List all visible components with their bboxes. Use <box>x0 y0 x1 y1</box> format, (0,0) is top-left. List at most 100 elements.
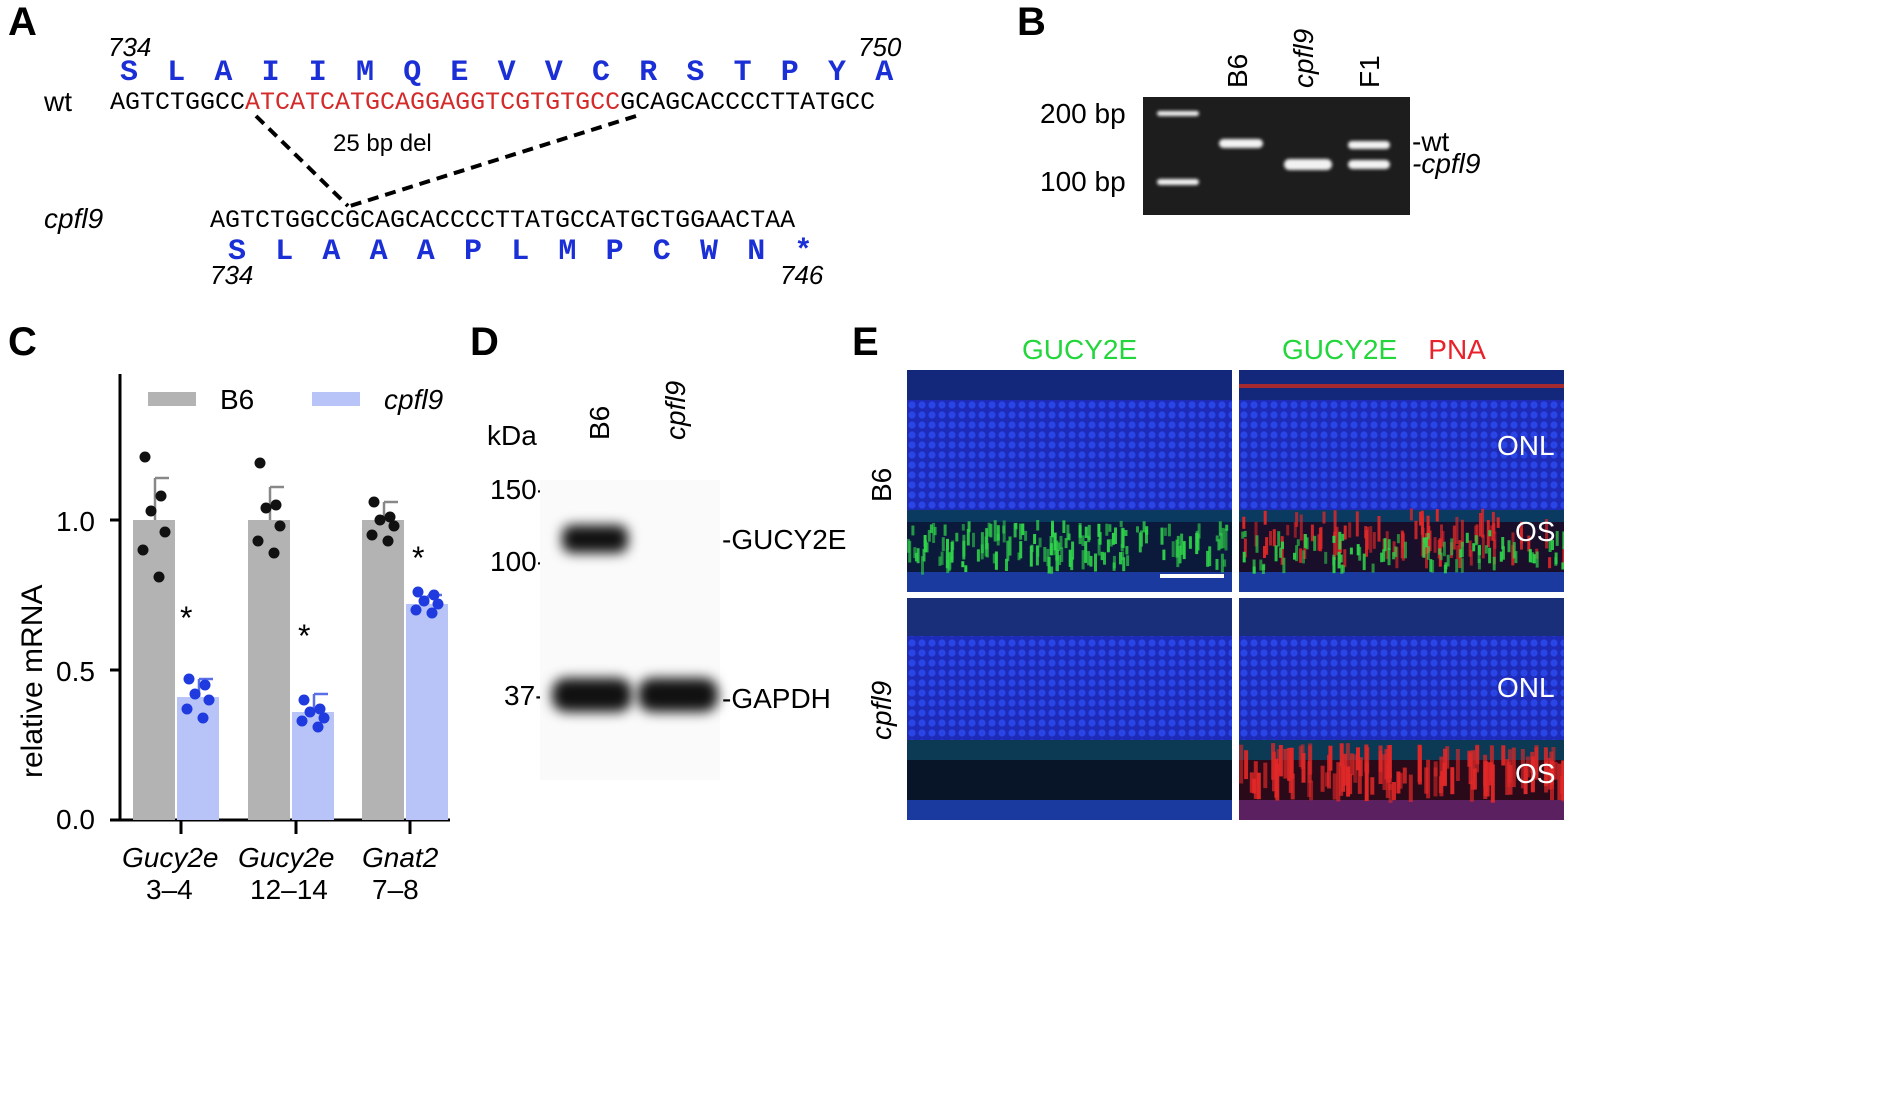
mutant-aa-residue: A <box>416 235 435 269</box>
fluorescence-signal <box>1008 536 1012 556</box>
data-point <box>137 544 149 556</box>
fluorescence-signal <box>980 532 984 554</box>
fluorescence-signal <box>1097 523 1101 537</box>
fluorescence-signal <box>1562 531 1564 549</box>
wt-aa-residue: C <box>592 56 611 90</box>
mutant-aa-residue: L <box>275 235 294 269</box>
fluorescence-signal <box>1105 523 1109 536</box>
y-tick-0: 0.0 <box>56 804 95 835</box>
fluorescence-signal <box>1017 552 1021 561</box>
fluorescence-signal <box>1046 548 1050 567</box>
bar-B6-0 <box>133 520 175 820</box>
fluorescence-signal <box>1467 750 1472 767</box>
fluorescence-signal <box>941 537 945 552</box>
fluorescence-signal <box>1299 548 1303 563</box>
layer-label-onl: ONL <box>1497 672 1555 703</box>
wt-label: wt <box>44 86 72 117</box>
fluorescence-signal <box>1303 534 1307 548</box>
bar-B6-2 <box>362 520 404 820</box>
fluorescence-signal <box>1217 539 1221 551</box>
fluorescence-signal <box>908 540 912 563</box>
fluorescence-signal <box>1043 547 1047 562</box>
data-point <box>139 451 151 463</box>
fluorescence-signal <box>1544 761 1549 793</box>
mutant-aa-residue: N <box>747 235 766 269</box>
aa-start-number-bottom: 734 <box>210 260 254 290</box>
fluorescence-signal <box>1474 535 1478 546</box>
data-point <box>318 712 330 724</box>
data-point <box>145 505 157 517</box>
fluorescence-signal <box>1445 746 1450 769</box>
fluorescence-signal <box>1417 745 1422 785</box>
fluorescence-signal <box>1484 545 1488 554</box>
fluorescence-signal <box>1392 541 1396 556</box>
fluorescence-signal <box>1108 524 1112 532</box>
data-point <box>368 496 380 508</box>
lane-label-cpfl9: cpfl9 <box>660 380 691 440</box>
fluorescence-signal <box>1006 540 1010 562</box>
fluorescence-signal <box>1408 774 1413 802</box>
fluorescence-signal <box>1348 522 1352 538</box>
fluorescence-signal <box>1244 750 1249 780</box>
fluorescence-signal <box>1385 531 1389 560</box>
fluorescence-signal <box>1176 545 1180 568</box>
mutant-aa-residue: P <box>464 235 483 269</box>
fluorescence-signal <box>1527 535 1531 552</box>
fluorescence-signal <box>1511 747 1516 788</box>
fluorescence-signal <box>1396 771 1401 794</box>
fluorescence-signal <box>966 529 970 546</box>
fluorescence-signal <box>1401 532 1405 549</box>
data-point <box>432 598 444 610</box>
fluorescence-signal <box>1269 531 1272 546</box>
fluorescence-signal <box>1332 773 1337 800</box>
wt-seq-post: GCAGCACCCCTTATGCC <box>620 88 876 117</box>
fluorescence-signal <box>1547 757 1552 777</box>
fluorescence-signal <box>1492 523 1496 534</box>
wt-aa-residue: A <box>214 56 233 90</box>
fluorescence-signal <box>1029 545 1033 567</box>
fluorescence-signal <box>1425 546 1428 569</box>
significance-mark-1: * <box>180 600 193 636</box>
fluorescence-signal <box>1049 543 1053 556</box>
fluorescence-signal <box>1188 536 1192 549</box>
image-cpfl9-merge: ONL OS <box>1239 598 1564 820</box>
fluorescence-signal <box>1386 745 1391 783</box>
fluorescence-signal <box>1424 537 1428 548</box>
fluorescence-signal <box>989 523 993 538</box>
x-label-exons-1: 3–4 <box>146 874 193 905</box>
fluorescence-signal <box>1460 519 1464 547</box>
fluorescence-signal <box>1378 745 1383 773</box>
fluorescence-signal <box>1122 557 1126 572</box>
fluorescence-signal <box>1255 535 1259 553</box>
fluorescence-signal <box>1340 564 1344 574</box>
fluorescence-signal <box>933 526 937 536</box>
bar-chart <box>110 374 450 834</box>
fluorescence-signal <box>1492 539 1496 565</box>
data-point <box>155 490 167 502</box>
fluorescence-signal <box>1333 510 1337 538</box>
data-point <box>412 586 424 598</box>
fluorescence-signal <box>916 548 920 564</box>
fluorescence-signal <box>1064 538 1068 549</box>
fluorescence-signal <box>972 532 975 548</box>
fluorescence-signal <box>1274 758 1279 798</box>
fluorescence-signal <box>1111 532 1115 545</box>
data-point <box>366 529 378 541</box>
fluorescence-signal <box>1429 559 1433 572</box>
fluorescence-signal <box>1197 523 1201 539</box>
fluorescence-signal <box>1162 549 1166 561</box>
fluorescence-signal <box>1289 747 1294 779</box>
fluorescence-signal <box>1392 552 1396 560</box>
fluorescence-signal <box>1460 558 1464 573</box>
fluorescence-signal <box>1295 512 1299 527</box>
mutant-aa-residue: C <box>652 235 671 269</box>
fluorescence-signal <box>923 535 927 547</box>
fluorescence-signal <box>921 556 924 575</box>
fluorescence-signal <box>1053 535 1057 556</box>
fluorescence-signal <box>1305 537 1309 550</box>
fluorescence-signal <box>1280 536 1284 565</box>
fluorescence-signal <box>1332 535 1336 543</box>
fluorescence-signal <box>1479 513 1482 537</box>
fluorescence-signal <box>1100 551 1104 561</box>
fluorescence-signal <box>1327 754 1331 789</box>
